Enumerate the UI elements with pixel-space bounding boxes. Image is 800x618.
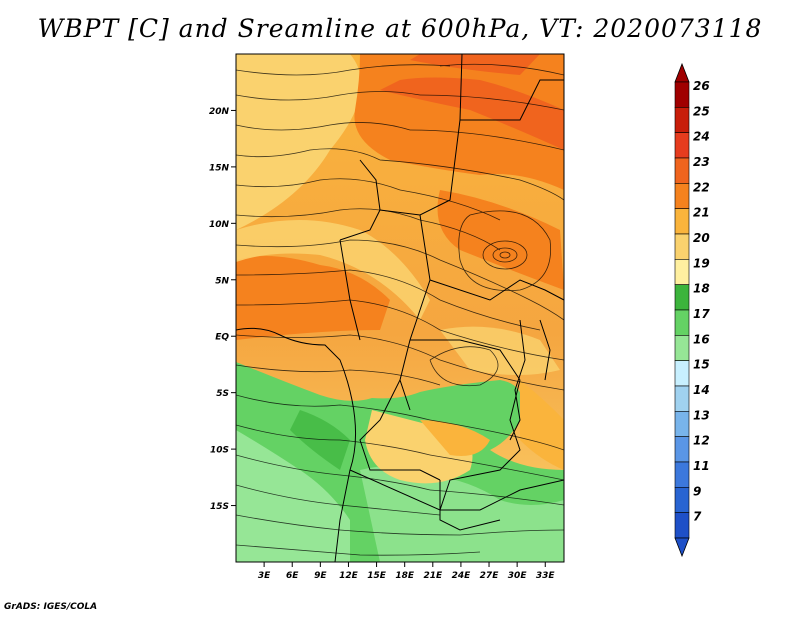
colorbar-label: 9 bbox=[693, 484, 701, 498]
lat-tick-label: 15N bbox=[209, 163, 230, 173]
colorbar-bottom-arrow bbox=[674, 537, 690, 558]
colorbar-swatch bbox=[674, 284, 690, 311]
colorbar-swatch bbox=[674, 233, 690, 260]
country-borders bbox=[236, 54, 564, 562]
colorbar-label: 22 bbox=[693, 180, 710, 194]
colorbar-swatch bbox=[674, 309, 690, 336]
colorbar-swatch bbox=[674, 132, 690, 159]
longitude-axis: 3E 6E 9E 12E 15E 18E 21E 24E 27E 30E 33E bbox=[258, 562, 556, 581]
colorbar-swatch bbox=[674, 461, 690, 488]
colorbar-label: 14 bbox=[693, 383, 710, 397]
colorbar-swatch bbox=[674, 208, 690, 235]
colorbar-label: 15 bbox=[693, 358, 710, 372]
colorbar-label: 23 bbox=[693, 155, 710, 169]
colorbar-label: 17 bbox=[693, 307, 710, 321]
colorbar-swatch bbox=[674, 512, 690, 539]
colorbar-swatch bbox=[674, 259, 690, 285]
lon-tick-label: 33E bbox=[536, 571, 556, 581]
lat-tick-label: 10N bbox=[209, 220, 230, 230]
colorbar-label: 12 bbox=[693, 434, 710, 448]
colorbar-swatch bbox=[674, 157, 690, 184]
colorbar-swatch bbox=[674, 107, 690, 133]
lat-tick-label: EQ bbox=[215, 333, 229, 343]
chart-title: WBPT [C] and Sreamline at 600hPa, VT: 20… bbox=[37, 14, 763, 43]
wbpt-field bbox=[236, 54, 564, 562]
lon-tick-label: 18E bbox=[395, 571, 415, 581]
colorbar-swatch bbox=[674, 436, 690, 463]
colorbar-label: 7 bbox=[693, 510, 702, 524]
latitude-axis: 20N 15N 10N 5N EQ 5S 10S 15S bbox=[209, 107, 236, 512]
lat-tick-label: 5N bbox=[215, 276, 229, 286]
colorbar-swatch bbox=[674, 385, 690, 412]
colorbar-label: 20 bbox=[693, 231, 710, 245]
lat-tick-label: 10S bbox=[210, 446, 229, 456]
lon-tick-label: 21E bbox=[423, 571, 443, 581]
lon-tick-label: 12E bbox=[339, 571, 359, 581]
lon-tick-label: 30E bbox=[508, 571, 528, 581]
colorbar-label: 24 bbox=[693, 130, 710, 144]
colorbar-swatch bbox=[674, 411, 690, 437]
colorbar: 26 25 24 23 22 21 20 19 18 17 16 15 14 13 12 11 9 7 bbox=[674, 62, 710, 558]
lon-tick-label: 15E bbox=[367, 571, 387, 581]
colorbar-label: 19 bbox=[693, 256, 710, 270]
map-frame bbox=[235, 53, 565, 563]
grads-credit: GrADS: IGES/COLA bbox=[4, 602, 98, 612]
lon-tick-label: 3E bbox=[258, 571, 271, 581]
lon-tick-label: 27E bbox=[480, 571, 500, 581]
lon-tick-label: 9E bbox=[314, 571, 327, 581]
streamlines bbox=[236, 63, 564, 556]
colorbar-swatch bbox=[674, 487, 690, 513]
lat-tick-label: 20N bbox=[209, 107, 230, 117]
colorbar-swatch bbox=[674, 335, 690, 361]
colorbar-label: 21 bbox=[693, 206, 710, 220]
lat-tick-label: 5S bbox=[216, 389, 229, 399]
colorbar-label: 26 bbox=[693, 79, 710, 93]
colorbar-label: 16 bbox=[693, 332, 710, 346]
colorbar-top-arrow bbox=[674, 62, 690, 83]
lat-tick-label: 15S bbox=[210, 502, 229, 512]
colorbar-swatch bbox=[674, 183, 690, 209]
colorbar-label: 25 bbox=[693, 104, 710, 118]
colorbar-label: 13 bbox=[693, 408, 710, 422]
colorbar-swatch bbox=[674, 360, 690, 387]
colorbar-label: 18 bbox=[693, 282, 710, 296]
colorbar-label: 11 bbox=[693, 459, 710, 473]
lon-tick-label: 6E bbox=[286, 571, 299, 581]
lon-tick-label: 24E bbox=[452, 571, 472, 581]
colorbar-swatch bbox=[674, 81, 690, 108]
